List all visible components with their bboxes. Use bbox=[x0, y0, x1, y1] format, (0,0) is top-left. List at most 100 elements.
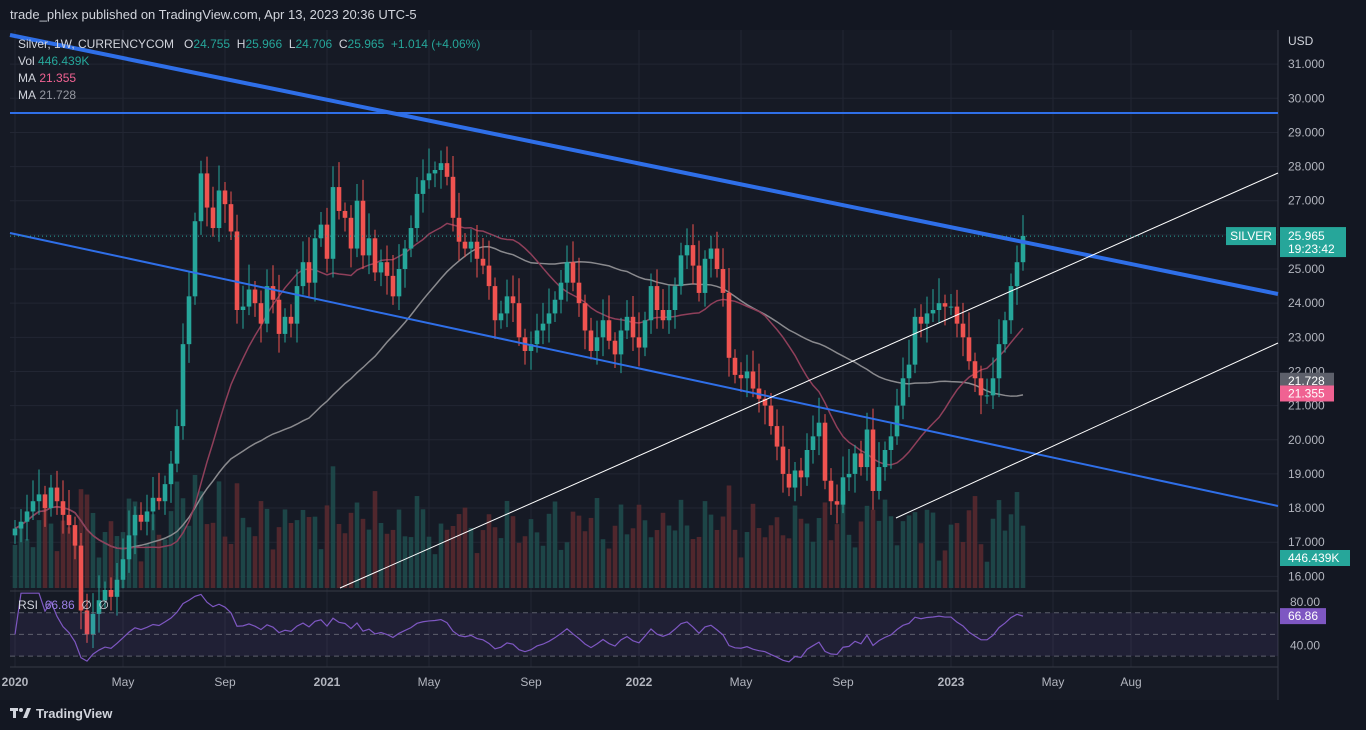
volume-bar bbox=[684, 525, 690, 588]
volume-bar bbox=[714, 529, 720, 588]
candle-body bbox=[456, 217, 462, 242]
volume-bar bbox=[540, 545, 546, 588]
volume-bar bbox=[750, 503, 756, 588]
volume-bar bbox=[474, 553, 480, 588]
tradingview-logo[interactable]: TradingView bbox=[10, 704, 112, 722]
volume-bar bbox=[576, 515, 582, 588]
candle-body bbox=[558, 282, 564, 300]
volume-bar bbox=[546, 513, 552, 588]
candle-body bbox=[300, 262, 306, 287]
candle-body bbox=[696, 265, 702, 293]
candle-body bbox=[918, 316, 924, 324]
candle-body bbox=[1014, 262, 1020, 287]
bottom-bar bbox=[0, 700, 1366, 730]
volume-bar bbox=[534, 532, 540, 588]
candle-body bbox=[840, 477, 846, 505]
candle-body bbox=[162, 484, 168, 502]
ma-slow-tag: 21.728 bbox=[1288, 374, 1325, 388]
candle-body bbox=[426, 173, 432, 181]
volume-bar bbox=[300, 509, 306, 588]
y-tick-label: 23.000 bbox=[1288, 330, 1325, 344]
candle-body bbox=[876, 467, 882, 491]
candle-body bbox=[576, 282, 582, 304]
vol-value: 446.439K bbox=[38, 54, 90, 68]
volume-bar bbox=[462, 507, 468, 588]
candle-body bbox=[936, 303, 942, 310]
y-tick-label: 24.000 bbox=[1288, 296, 1325, 310]
symbol-title[interactable]: Silver, 1W, CURRENCYCOM bbox=[18, 37, 175, 51]
volume-bar bbox=[768, 525, 774, 588]
candle-body bbox=[270, 286, 276, 300]
candle-body bbox=[834, 501, 840, 505]
volume-bar bbox=[336, 524, 342, 588]
candle-body bbox=[540, 323, 546, 331]
rsi-axis-label: 80.00 bbox=[1290, 595, 1320, 609]
rsi-axis-label: 40.00 bbox=[1290, 638, 1320, 652]
candle-body bbox=[870, 429, 876, 491]
volume-bar bbox=[738, 557, 744, 588]
volume-bar bbox=[852, 547, 858, 588]
candle-body bbox=[516, 303, 522, 338]
candle-body bbox=[930, 310, 936, 314]
volume-bar bbox=[342, 533, 348, 588]
candle-body bbox=[504, 296, 510, 314]
candle-body bbox=[816, 422, 822, 437]
volume-bar bbox=[90, 512, 96, 588]
ma-fast-tag-bg bbox=[1280, 385, 1334, 402]
candle-body bbox=[420, 180, 426, 194]
rsi-line bbox=[14, 592, 1024, 663]
volume-bar bbox=[924, 509, 930, 588]
candle-body bbox=[108, 590, 114, 597]
volume-bar bbox=[822, 502, 828, 588]
volume-bar bbox=[162, 539, 168, 588]
candle-body bbox=[972, 361, 978, 379]
volume-bar bbox=[444, 529, 450, 588]
volume-bar bbox=[138, 561, 144, 588]
candle-body bbox=[660, 310, 666, 321]
volume-bar bbox=[570, 511, 576, 588]
volume-bar bbox=[324, 505, 330, 588]
volume-bar bbox=[102, 532, 108, 588]
candle-body bbox=[624, 316, 630, 331]
candle-body bbox=[378, 262, 384, 273]
volume-bar bbox=[498, 538, 504, 588]
candle-body bbox=[84, 610, 90, 635]
channel-upper-line bbox=[339, 172, 1279, 589]
candle-body bbox=[924, 313, 930, 324]
volume-bar bbox=[792, 505, 798, 588]
candle-body bbox=[306, 262, 312, 283]
y-tick-label: 19.000 bbox=[1288, 467, 1325, 481]
candle-body bbox=[330, 187, 336, 259]
candle-body bbox=[450, 176, 456, 218]
volume-bar bbox=[180, 498, 186, 588]
rsi-extra-2: ∅ bbox=[98, 598, 109, 612]
volume-bar bbox=[198, 491, 204, 588]
candle-body bbox=[96, 600, 102, 614]
candle-body bbox=[1002, 320, 1008, 345]
volume-bar bbox=[174, 481, 180, 588]
candle-body bbox=[258, 303, 264, 324]
volume-bar bbox=[114, 536, 120, 588]
candle-body bbox=[810, 436, 816, 450]
candle-body bbox=[564, 262, 570, 283]
candle-body bbox=[648, 286, 654, 321]
candle-body bbox=[462, 241, 468, 249]
candle-body bbox=[948, 306, 954, 308]
volume-bar bbox=[24, 539, 30, 588]
close-label: C bbox=[338, 37, 348, 51]
volume-bar bbox=[894, 545, 900, 588]
candle-body bbox=[102, 590, 108, 601]
candle-body bbox=[360, 200, 366, 256]
candle-body bbox=[18, 521, 24, 529]
candle-body bbox=[156, 497, 162, 502]
ma-fast-tag: 21.355 bbox=[1288, 386, 1325, 400]
candle-body bbox=[66, 514, 72, 526]
candle-body bbox=[318, 224, 324, 239]
x-tick-label: May bbox=[418, 675, 441, 689]
volume-bar bbox=[960, 541, 966, 588]
volume-bar bbox=[348, 512, 354, 588]
volume-bar bbox=[150, 514, 156, 588]
volume-bar bbox=[168, 511, 174, 588]
volume-bar bbox=[972, 496, 978, 588]
